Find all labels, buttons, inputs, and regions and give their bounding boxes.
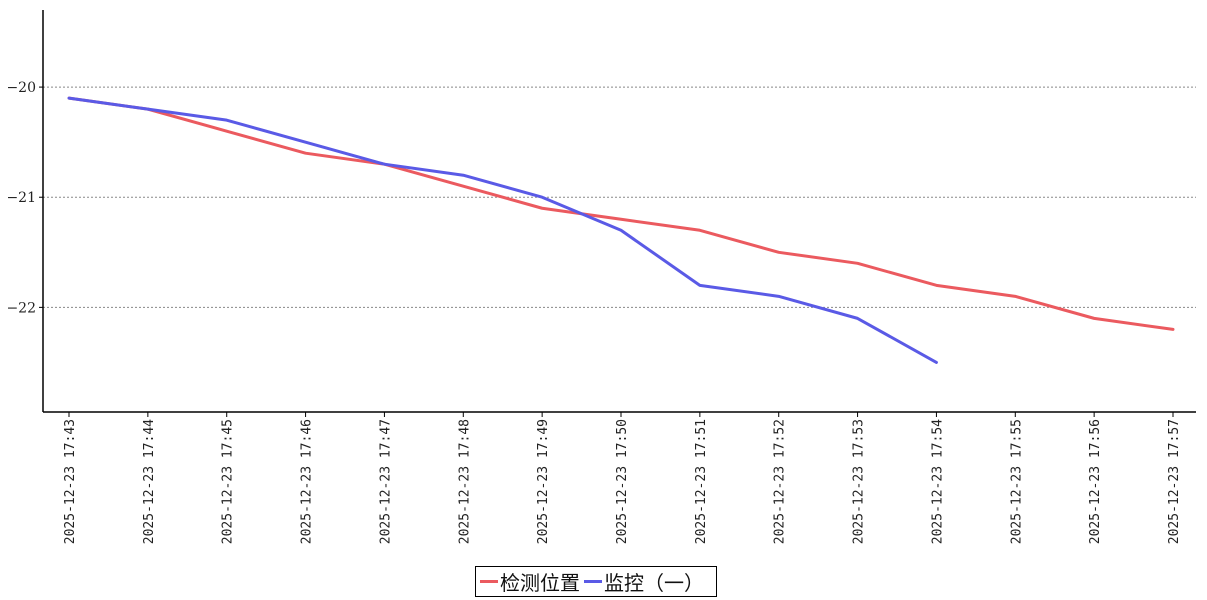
legend-label-series-1: 监控（一） — [604, 571, 704, 595]
x-tick-label-14: 2025-12-23 17:57 — [1167, 419, 1182, 544]
x-tick-label-7: 2025-12-23 17:50 — [615, 419, 630, 544]
x-tick-label-0: 2025-12-23 17:43 — [63, 419, 78, 544]
x-tick-label-2: 2025-12-23 17:45 — [221, 419, 236, 544]
y-tick-label-2: −22 — [6, 300, 36, 316]
x-tick-labels: 2025-12-23 17:43 2025-12-23 17:44 2025-12-… — [63, 412, 1182, 544]
x-tick-label-5: 2025-12-23 17:48 — [457, 419, 472, 544]
x-tick-label-9: 2025-12-23 17:52 — [773, 419, 788, 544]
y-tick-label-0: −20 — [6, 80, 36, 96]
x-tick-label-8: 2025-12-23 17:51 — [694, 419, 709, 544]
series-line-1 — [67, 96, 938, 364]
legend-swatch-series-0 — [480, 580, 498, 583]
x-tick-label-6: 2025-12-23 17:49 — [536, 419, 551, 544]
legend: 检测位置 监控（一） — [475, 566, 717, 597]
x-tick-label-4: 2025-12-23 17:47 — [378, 419, 393, 544]
x-tick-label-1: 2025-12-23 17:44 — [142, 419, 157, 544]
series-lines — [67, 96, 1175, 364]
axes — [42, 10, 1196, 413]
x-tick-label-11: 2025-12-23 17:54 — [930, 419, 945, 544]
y-tick-label-1: −21 — [6, 190, 36, 206]
y-tick-labels: −20 −21 −22 — [6, 80, 43, 316]
x-tick-label-12: 2025-12-23 17:55 — [1009, 419, 1024, 544]
x-tick-label-10: 2025-12-23 17:53 — [852, 419, 867, 544]
legend-item-series-0: 检测位置 — [480, 567, 580, 596]
legend-label-series-0: 检测位置 — [500, 571, 580, 595]
x-tick-label-3: 2025-12-23 17:46 — [300, 419, 315, 544]
legend-swatch-series-1 — [584, 580, 602, 583]
legend-item-series-1: 监控（一） — [584, 567, 704, 596]
series-line-0 — [67, 96, 1175, 331]
grid-lines — [43, 86, 1196, 308]
x-tick-label-13: 2025-12-23 17:56 — [1088, 419, 1103, 544]
